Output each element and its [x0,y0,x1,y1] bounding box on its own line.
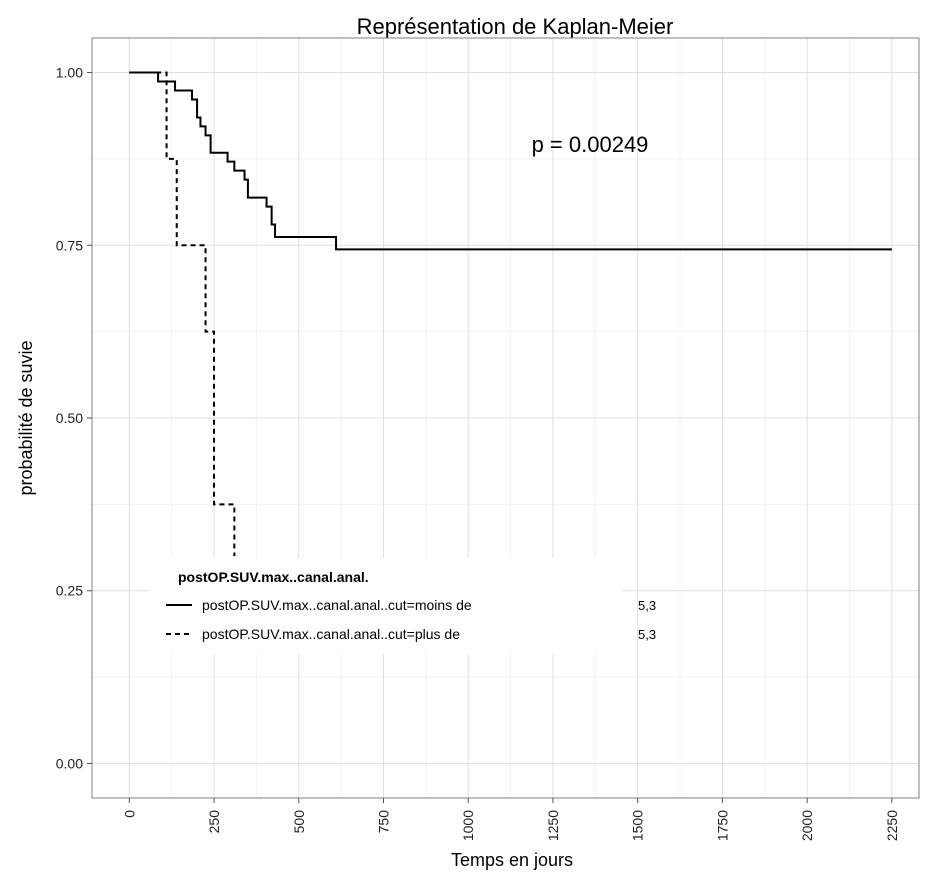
legend: postOP.SUV.max..canal.anal. postOP.SUV.m… [150,558,656,654]
x-tick-label: 1500 [630,810,646,841]
x-axis-title: Temps en jours [451,850,573,870]
legend-label-plus: postOP.SUV.max..canal.anal..cut=plus de [202,626,460,642]
x-tick-label: 0 [121,810,137,818]
x-tick-label: 1000 [460,810,476,841]
x-tick-label: 1250 [545,810,561,841]
legend-suffix-moins: 5,3 [638,598,656,613]
x-tick-label: 2250 [884,810,900,841]
y-axis: 0.00 0.25 0.50 0.75 1.00 [56,65,92,771]
y-tick-label: 0.25 [56,583,83,599]
x-tick-label: 1750 [714,810,730,841]
x-tick-label: 2000 [799,810,815,841]
x-axis: 0 250 500 750 1000 1250 1500 1750 2000 2250 [121,798,900,841]
survival-curve-moins-de [129,71,892,251]
y-axis-title: probabilité de suvie [16,340,36,495]
legend-label-moins: postOP.SUV.max..canal.anal..cut=moins de [202,597,472,613]
y-tick-label: 0.75 [56,237,83,253]
y-tick-label: 1.00 [56,65,83,81]
legend-title: postOP.SUV.max..canal.anal. [178,569,369,585]
y-tick-label: 0.50 [56,410,83,426]
x-tick-label: 500 [291,810,307,834]
chart-title: Représentation de Kaplan-Meier [357,14,674,39]
legend-box [150,558,622,654]
grid-lines [92,38,919,798]
x-tick-label: 250 [206,810,222,834]
survival-curve-plus-de [129,71,236,557]
legend-suffix-plus: 5,3 [638,627,656,642]
survival-curves [129,71,892,557]
p-value-annotation: p = 0.00249 [532,132,649,157]
x-tick-label: 750 [375,810,391,834]
y-tick-label: 0.00 [56,755,83,771]
